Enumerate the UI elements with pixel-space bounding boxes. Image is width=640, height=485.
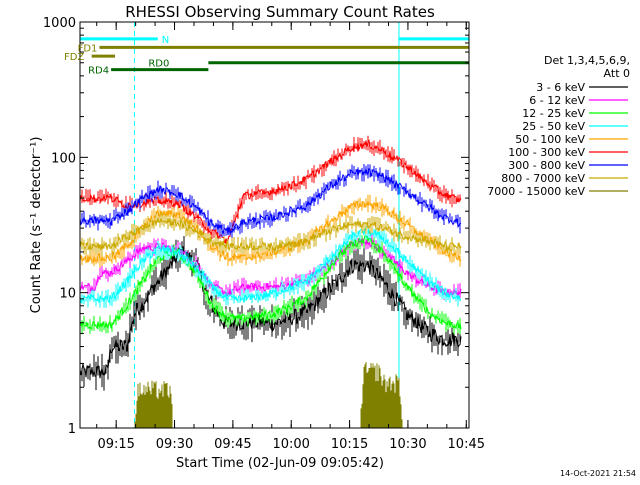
series-6-noise (79, 164, 461, 239)
chart-title: RHESSI Observing Summary Count Rates (125, 3, 435, 21)
legend-label-5: 100 - 300 keV (508, 146, 585, 159)
x-axis-label: Start Time (02-Jun-09 09:05:42) (176, 456, 384, 471)
x-tick-label: 10:15 (331, 437, 368, 452)
series-8 (134, 362, 403, 428)
legend-label-1: 6 - 12 keV (529, 94, 585, 107)
plot-frame (79, 21, 470, 429)
x-tick-label: 10:45 (448, 437, 485, 452)
y-tick-label: 1 (68, 422, 76, 437)
legend-label-2: 12 - 25 keV (522, 107, 585, 120)
legend-label-7: 800 - 7000 keV (501, 172, 585, 185)
status-bar-label-n: N (162, 35, 169, 46)
legend-label-4: 50 - 100 keV (515, 133, 585, 146)
y-tick-label: 1000 (43, 16, 76, 31)
legend-label-0: 3 - 6 keV (536, 81, 585, 94)
series-8-trace (134, 362, 403, 428)
legend-header-line-1: Det 1,3,4,5,6,9, (544, 54, 630, 67)
legend-header-line-2: Att 0 (604, 67, 630, 80)
x-tick-label: 09:30 (156, 437, 193, 452)
x-tick-label: 09:45 (214, 437, 251, 452)
status-bar-label-rd0: RD0 (148, 59, 169, 70)
series-3 (79, 223, 462, 308)
y-axis-label: Count Rate (s⁻¹ detector⁻¹) (29, 137, 44, 314)
y-tick-label: 100 (51, 151, 76, 166)
status-bar-label-fdz: FDZ (64, 52, 84, 63)
legend-label-3: 25 - 50 keV (522, 120, 585, 133)
status-bar-label-rd4: RD4 (88, 66, 109, 77)
plot-area (79, 22, 470, 428)
series-3-noise (79, 223, 461, 308)
x-tick-label: 10:30 (389, 437, 426, 452)
footer-date: 14-Oct-2021 21:54 (560, 469, 636, 478)
x-tick-label: 09:15 (97, 437, 134, 452)
legend-label-8: 7000 - 15000 keV (487, 185, 585, 198)
legend-label-6: 300 - 800 keV (508, 159, 585, 172)
series-6 (79, 164, 462, 239)
status-bar-label-fd1: FD1 (78, 43, 98, 54)
y-tick-label: 10 (59, 287, 76, 302)
x-tick-label: 10:00 (272, 437, 309, 452)
